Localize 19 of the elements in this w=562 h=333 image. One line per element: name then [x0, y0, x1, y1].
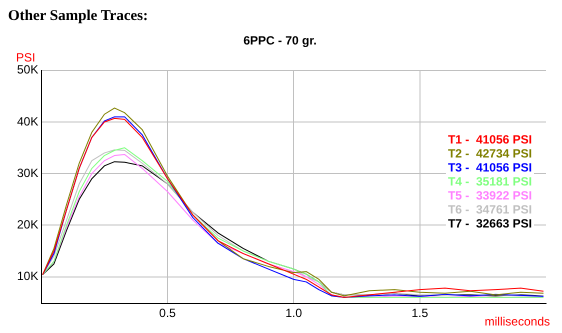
y-tick-label: 10K [16, 269, 38, 284]
text: T5 - 33922 PSI [448, 188, 532, 202]
y-tick-label: 20K [16, 217, 38, 232]
text: T2 - 42734 PSI [448, 146, 532, 160]
x-axis-title: milliseconds [484, 314, 550, 328]
x-tick-label: 1.0 [285, 306, 302, 320]
x-tick-label: 0.5 [159, 306, 176, 320]
text: T6 - 34761 PSI [448, 202, 532, 216]
text: T1 - 41056 PSI [448, 132, 532, 146]
chart-subtitle: 6PPC - 70 gr. [243, 34, 317, 48]
text: T4 - 35181 PSI [448, 174, 532, 188]
text: T7 - 32663 PSI [448, 216, 532, 230]
text: T3 - 41056 PSI [448, 160, 532, 174]
x-tick-label: 1.5 [411, 306, 428, 320]
y-tick-label: 30K [16, 166, 38, 180]
y-tick-label: 50K [16, 62, 38, 77]
chart-title: Other Sample Traces: [8, 8, 149, 26]
y-tick-label: 40K [16, 114, 38, 128]
y-axis-title: PSI [16, 50, 36, 65]
